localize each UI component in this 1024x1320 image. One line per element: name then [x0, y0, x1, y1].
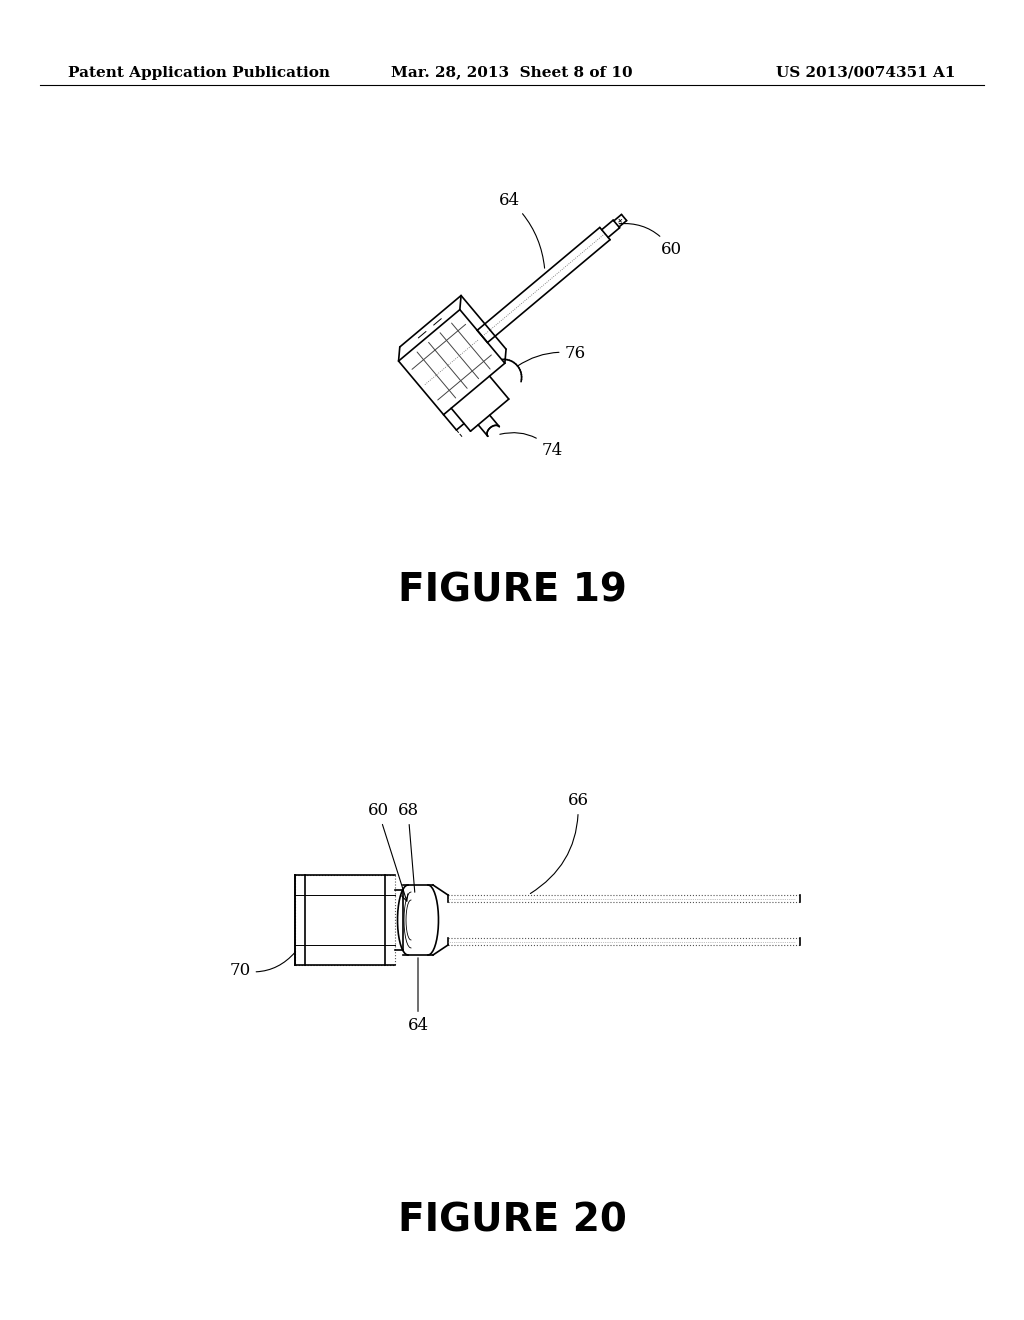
Text: 68: 68: [397, 803, 419, 892]
Text: 64: 64: [499, 191, 545, 268]
Text: 76: 76: [517, 345, 586, 366]
Text: 60: 60: [368, 803, 408, 902]
Text: FIGURE 20: FIGURE 20: [397, 1201, 627, 1239]
Text: US 2013/0074351 A1: US 2013/0074351 A1: [776, 66, 956, 79]
Text: 66: 66: [530, 792, 589, 894]
Text: 60: 60: [620, 223, 682, 257]
Bar: [295, 875, 395, 965]
Text: Mar. 28, 2013  Sheet 8 of 10: Mar. 28, 2013 Sheet 8 of 10: [391, 66, 633, 79]
Text: 74: 74: [500, 433, 563, 459]
Text: FIGURE 19: FIGURE 19: [397, 572, 627, 609]
Text: 70: 70: [229, 952, 295, 979]
Text: 64: 64: [408, 958, 429, 1034]
Text: Patent Application Publication: Patent Application Publication: [68, 66, 330, 79]
